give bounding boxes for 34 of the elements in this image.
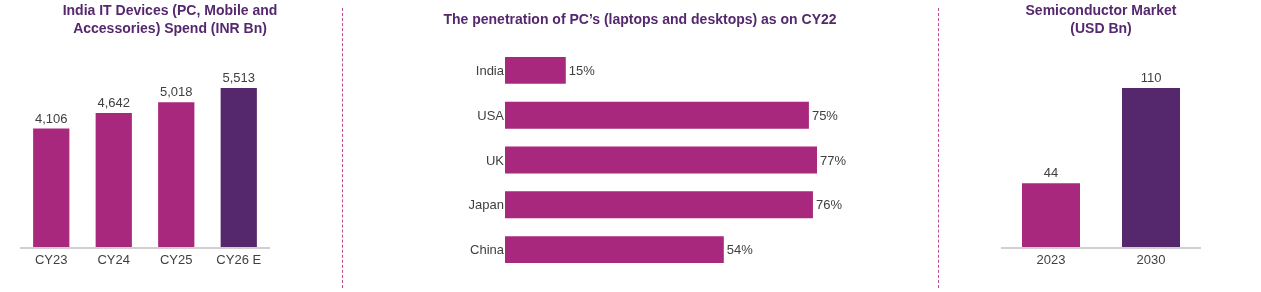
chart-title: India IT Devices (PC, Mobile and Accessories) Spend (INR Bn) bbox=[62, 1, 278, 36]
data-label: 54% bbox=[726, 242, 754, 258]
bar bbox=[95, 113, 132, 247]
bar bbox=[505, 191, 813, 219]
x-tick-label: CY23 bbox=[34, 252, 68, 268]
data-label: 110 bbox=[1140, 69, 1162, 85]
bar bbox=[505, 236, 724, 264]
y-tick-label: UK bbox=[485, 152, 505, 168]
x-tick-label: CY26 E bbox=[216, 252, 262, 268]
data-label: 4,642 bbox=[97, 95, 131, 111]
x-tick-label: 2030 bbox=[1136, 252, 1166, 268]
bar bbox=[505, 101, 809, 129]
data-label: 5,513 bbox=[222, 69, 256, 85]
y-tick-label: India bbox=[475, 62, 505, 78]
x-tick-label: CY25 bbox=[159, 252, 193, 268]
y-tick-label: China bbox=[470, 242, 505, 258]
data-label: 75% bbox=[811, 107, 839, 123]
bar bbox=[220, 87, 257, 247]
x-tick-label: 2023 bbox=[1036, 252, 1066, 268]
data-label: 5,018 bbox=[159, 84, 193, 100]
bar bbox=[33, 128, 70, 247]
y-tick-label: USA bbox=[477, 107, 505, 123]
y-tick-label: Japan bbox=[468, 197, 504, 213]
data-label: 77% bbox=[820, 152, 847, 168]
chart-title: Semiconductor Market (USD Bn) bbox=[1025, 1, 1177, 36]
bar bbox=[505, 56, 566, 84]
bar bbox=[158, 102, 195, 247]
bar bbox=[505, 146, 817, 174]
data-label: 4,106 bbox=[34, 110, 68, 126]
chart-title: The penetration of PC’s (laptops and desktops) as on CY22 bbox=[443, 11, 837, 28]
data-label: 76% bbox=[815, 197, 843, 213]
data-label: 44 bbox=[1043, 165, 1059, 181]
data-label: 15% bbox=[568, 62, 596, 78]
x-tick-label: CY24 bbox=[97, 252, 131, 268]
